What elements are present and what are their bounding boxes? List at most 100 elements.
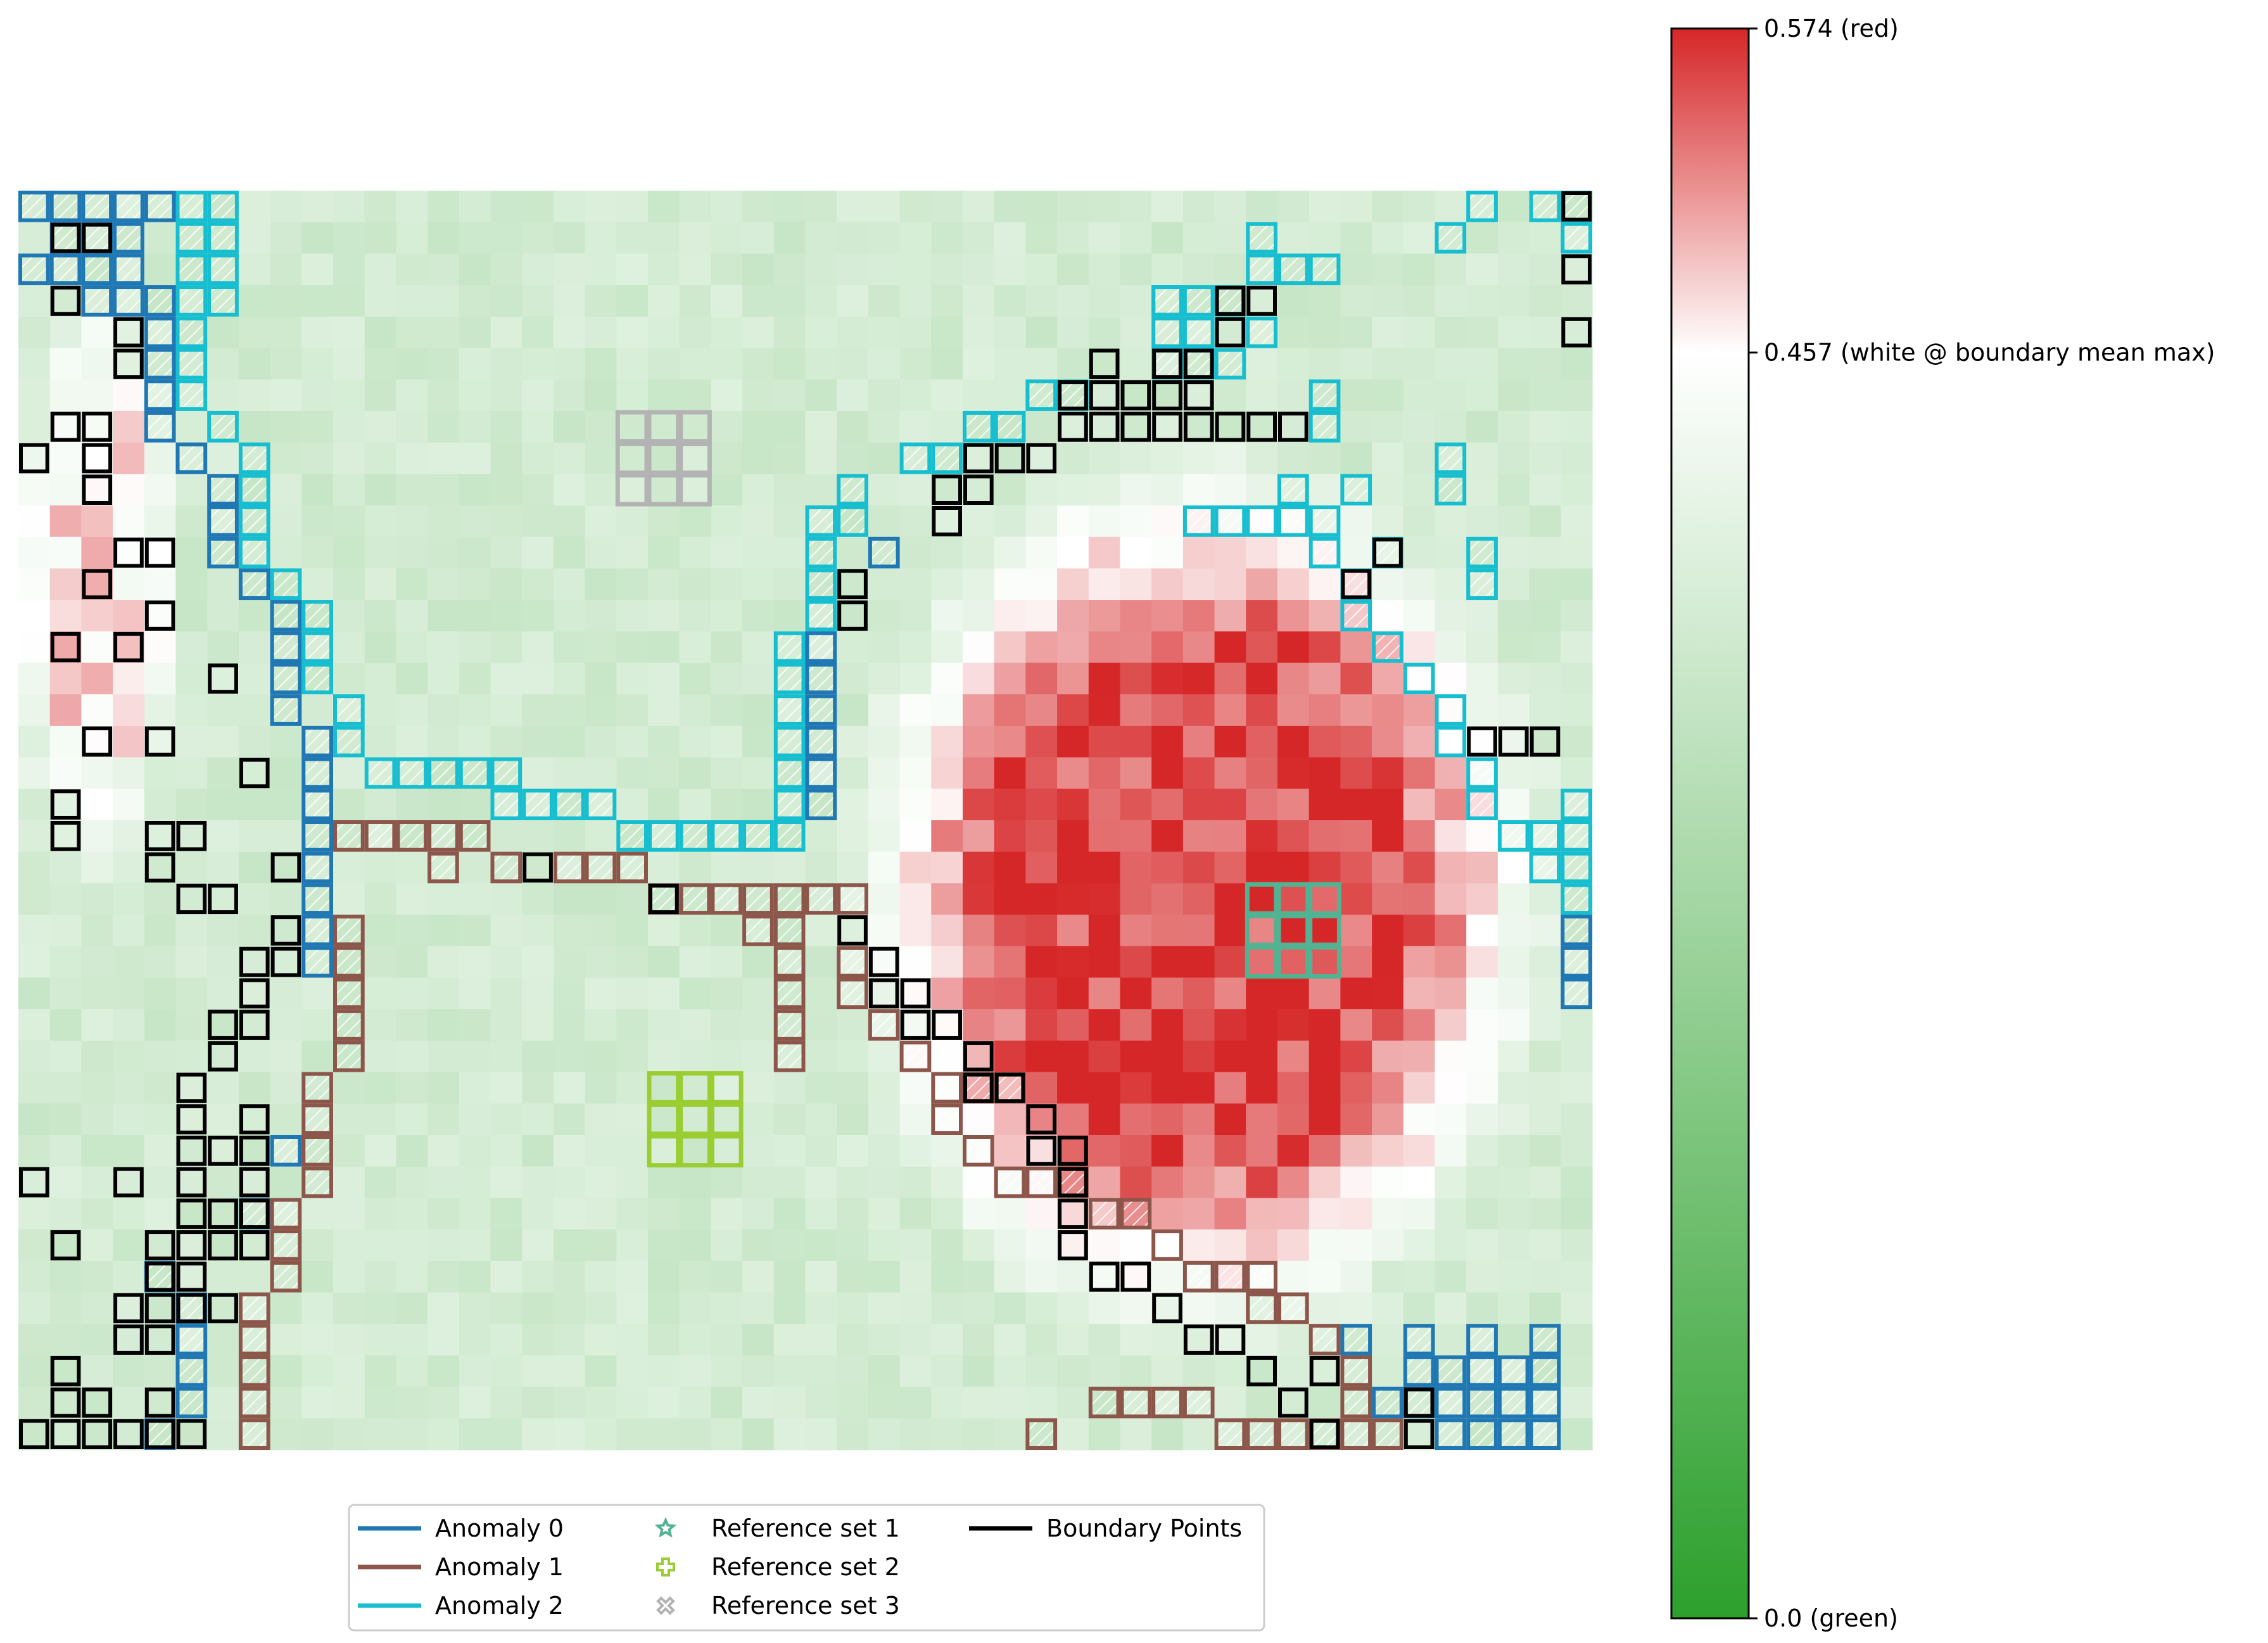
heatmap-cell (585, 536, 617, 569)
boundary-point (1183, 411, 1214, 442)
heatmap-cell (459, 631, 491, 664)
heatmap-cell (805, 1229, 837, 1262)
heatmap-cell (396, 789, 428, 821)
heatmap-cell (1403, 1166, 1436, 1198)
anomaly-1-cell (931, 1072, 963, 1104)
heatmap-cell (1277, 631, 1310, 664)
heatmap-cell (1057, 1324, 1089, 1356)
heatmap-cell (553, 316, 586, 349)
boundary-point (837, 915, 868, 946)
heatmap-cell (1529, 883, 1561, 915)
heatmap-cell (1214, 1103, 1246, 1136)
anomaly-2-cell (301, 631, 333, 663)
heatmap-cell (18, 379, 51, 412)
heatmap-cell (1435, 1229, 1467, 1262)
heatmap-cell (868, 505, 901, 538)
heatmap-cell (81, 694, 113, 726)
heatmap-cell (396, 1386, 428, 1419)
heatmap-cell (742, 379, 775, 412)
heatmap-cell (490, 379, 523, 412)
heatmap-cell (522, 694, 554, 726)
heatmap-cell (1151, 915, 1184, 947)
heatmap-cell (459, 379, 491, 412)
heatmap-cell (522, 631, 554, 664)
heatmap-cell (207, 1386, 239, 1419)
heatmap-cell (459, 1324, 491, 1356)
heatmap-cell (648, 1386, 680, 1419)
heatmap-cell (1340, 1229, 1372, 1262)
heatmap-cell (396, 977, 428, 1010)
heatmap-cell (144, 1324, 177, 1356)
heatmap-cell (1120, 1355, 1152, 1388)
heatmap-cell (364, 442, 396, 474)
heatmap-cell (1561, 757, 1593, 789)
heatmap-cell (1340, 631, 1372, 664)
heatmap-cell (490, 694, 523, 726)
heatmap-cell (963, 789, 995, 821)
heatmap-cell (616, 379, 649, 412)
heatmap-cell (364, 222, 396, 254)
heatmap-cell (522, 1292, 554, 1324)
heatmap-cell (648, 1355, 680, 1388)
heatmap-cell (1277, 316, 1310, 349)
heatmap-cell (585, 1198, 617, 1230)
heatmap-cell (333, 442, 365, 474)
heatmap-cell (428, 631, 460, 664)
heatmap-cell (711, 1103, 743, 1136)
anomaly-0-cell (238, 1198, 270, 1230)
anomaly-2-cell (1151, 285, 1183, 317)
boundary-point (963, 443, 994, 474)
anomaly-0-cell (144, 316, 176, 348)
heatmap-cell (963, 442, 995, 474)
heatmap-cell (868, 915, 901, 947)
heatmap-cell (742, 222, 775, 254)
heatmap-cell (1497, 348, 1530, 380)
heatmap-cell (711, 851, 743, 884)
heatmap-cell (113, 1009, 145, 1041)
heatmap-cell (18, 536, 51, 569)
heatmap-cell (1120, 1135, 1152, 1167)
heatmap-cell (1340, 191, 1372, 223)
heatmap-cell (1151, 663, 1184, 695)
heatmap-cell (364, 474, 396, 506)
heatmap-cell (364, 285, 396, 317)
heatmap-cell (1088, 1072, 1121, 1104)
heatmap-cell (742, 536, 775, 569)
reference-set-1-cell (1308, 913, 1341, 948)
heatmap-cell (868, 348, 901, 380)
anomaly-0-cell (805, 789, 837, 821)
heatmap-cell (1340, 316, 1372, 349)
heatmap-cell (773, 1355, 806, 1388)
heatmap-cell (1497, 410, 1530, 443)
heatmap-cell (18, 600, 51, 632)
heatmap-cell (49, 285, 82, 317)
heatmap-cell (522, 1324, 554, 1356)
anomaly-0-cell (1497, 1418, 1530, 1450)
heatmap-cell (428, 316, 460, 349)
heatmap-cell (1214, 663, 1246, 695)
heatmap-cell (963, 1040, 995, 1073)
heatmap-cell (1466, 505, 1498, 538)
anomaly-0-cell (207, 536, 239, 569)
heatmap-cell (899, 663, 932, 695)
heatmap-cell (490, 725, 523, 758)
heatmap-cell (1340, 946, 1372, 979)
boundary-point (176, 1198, 207, 1229)
heatmap-cell (585, 442, 617, 474)
heatmap-cell (616, 442, 649, 474)
heatmap-cell (837, 568, 869, 600)
heatmap-cell (1088, 536, 1121, 569)
heatmap-cell (144, 1135, 177, 1167)
heatmap-cell (711, 1418, 743, 1450)
heatmap-cell (1372, 316, 1404, 349)
heatmap-cell (868, 1040, 901, 1073)
heatmap-cell (301, 1386, 334, 1419)
heatmap-cell (1025, 883, 1058, 915)
heatmap-cell (333, 1166, 365, 1198)
heatmap-cell (49, 442, 82, 474)
boundary-point (82, 474, 113, 505)
anomaly-2-cell (1435, 474, 1467, 505)
heatmap-cell (270, 1418, 302, 1450)
heatmap-cell (113, 1355, 145, 1388)
anomaly-2-cell (1214, 348, 1246, 380)
